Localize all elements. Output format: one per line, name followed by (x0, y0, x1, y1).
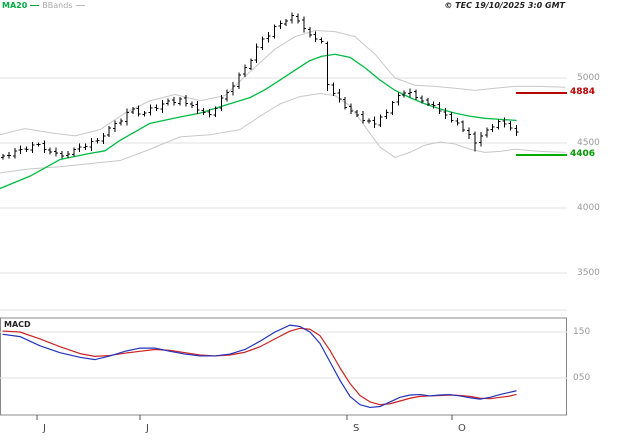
legend-bbands-label: BBands (42, 1, 73, 10)
x-axis-label-september: S (353, 423, 360, 434)
copyright-text: © TEC 19/10/2025 3:0 GMT (444, 1, 565, 10)
bbands-color-swatch (75, 5, 85, 6)
price-axis-tick-4000: 4000 (577, 203, 600, 213)
price-axis-tick-5000: 5000 (577, 73, 600, 83)
ma20-color-swatch (30, 5, 40, 6)
chart-legend: MA20 BBands (2, 1, 88, 10)
price-axis-tick-4500: 4500 (577, 138, 600, 148)
x-axis-label-july: J (146, 423, 149, 434)
macd-axis-tick-150: 150 (573, 327, 591, 337)
resistance-level-label: 4884 (570, 87, 596, 97)
x-axis-label-october: O (458, 423, 466, 434)
support-level-label: 4406 (570, 149, 596, 159)
macd-axis-tick-050: 050 (573, 373, 591, 383)
x-axis-label-june: J (43, 423, 46, 434)
macd-panel-label: MACD (4, 320, 31, 329)
price-axis-tick-3500: 3500 (577, 268, 600, 278)
legend-ma20-label: MA20 (2, 1, 28, 10)
